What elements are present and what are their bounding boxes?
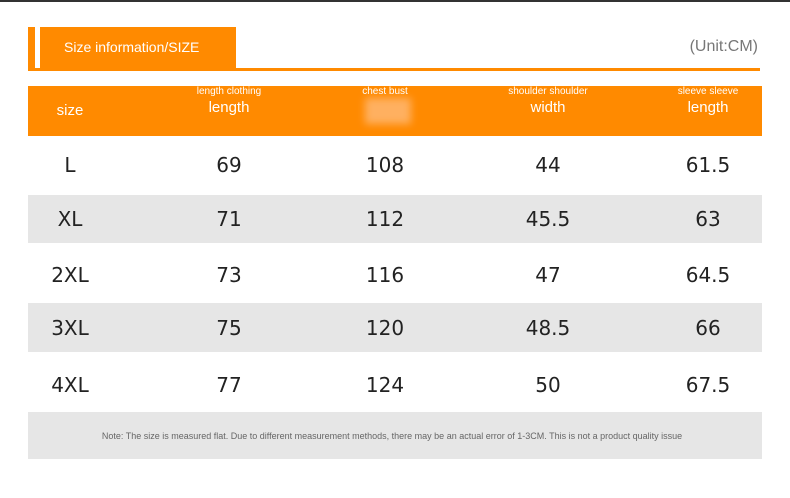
cell: 64.5 [685, 263, 731, 287]
cell: 124 [365, 373, 405, 397]
title-tab [40, 27, 236, 70]
blur-patch [365, 98, 411, 124]
cell: 67.5 [685, 373, 731, 397]
cell: 108 [365, 153, 405, 177]
cell: 112 [365, 207, 405, 231]
column-sub: chest bust [362, 86, 408, 97]
cell: 116 [365, 263, 405, 287]
cell: 77 [216, 373, 242, 397]
column-sub: shoulder shoulder [508, 86, 588, 97]
unit: (Unit:CM) [689, 38, 758, 55]
cell: 63 [695, 207, 721, 231]
cell: 69 [216, 153, 242, 177]
cell: 4XL [51, 373, 89, 397]
cell: 45.5 [525, 207, 571, 231]
cell: 47 [535, 263, 561, 287]
cell: 71 [216, 207, 242, 231]
cell: 61.5 [685, 153, 731, 177]
cell: 44 [535, 153, 561, 177]
column-label: size [56, 102, 84, 119]
column-sub: sleeve sleeve [677, 86, 739, 97]
cell: 50 [535, 373, 561, 397]
cell: 48.5 [525, 315, 571, 340]
row-bg [28, 195, 762, 243]
note: Note: The size is measured flat. Due to … [101, 431, 683, 441]
cell: XL [57, 207, 83, 231]
title-rule [28, 68, 760, 71]
tab-bar [28, 27, 35, 70]
cell: 2XL [51, 263, 89, 287]
column-label: length [208, 99, 250, 116]
cell: 66 [695, 315, 721, 340]
row-bg [28, 303, 762, 352]
title: Size information/SIZE [64, 39, 200, 55]
cell: 120 [365, 315, 405, 340]
note-row [28, 412, 762, 459]
column-label: length [687, 99, 729, 116]
cell: 73 [216, 263, 242, 287]
cell: 3XL [51, 315, 89, 340]
column-sub: length clothing [196, 86, 262, 97]
column-label: width [530, 99, 566, 116]
cell: 75 [216, 315, 242, 340]
cell: L [64, 153, 76, 177]
top-rule [0, 0, 790, 2]
